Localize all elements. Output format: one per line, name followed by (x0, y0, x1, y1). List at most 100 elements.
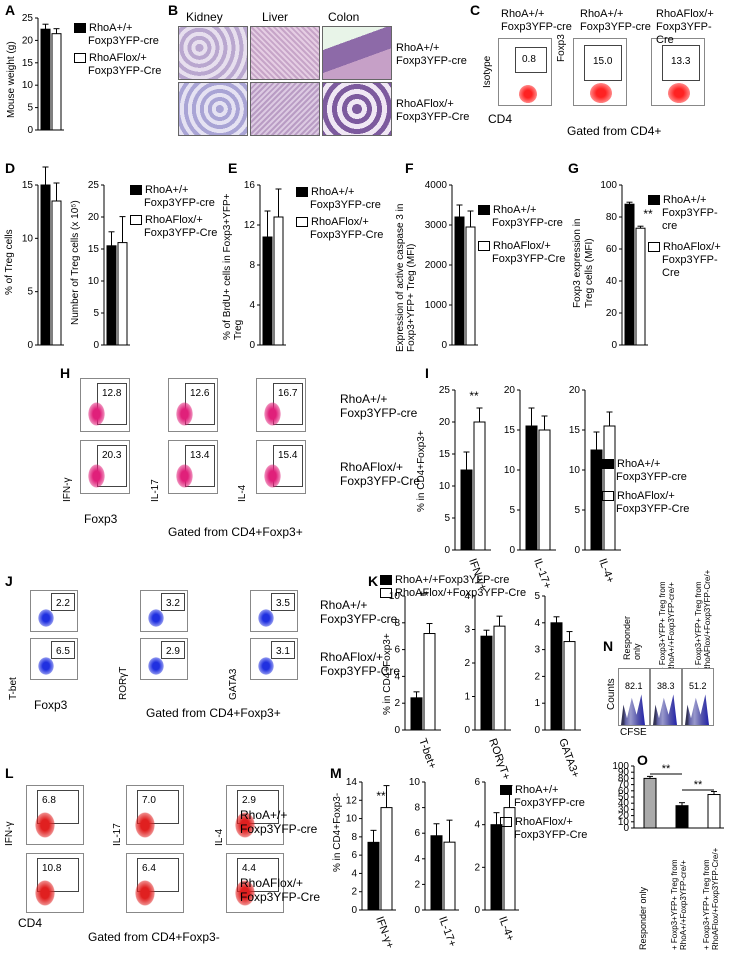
panel-h-xlabel: Foxp3 (84, 512, 118, 526)
y-tick-label: 2 (474, 862, 480, 873)
liver-ko-image (250, 82, 320, 136)
chart-i: 0510152025IFN-γ+05101520IL-17+05101520IL… (439, 385, 621, 592)
significance-mark: ** (694, 779, 703, 791)
chart-f: 0 1000 2000 3000 4000 (425, 180, 478, 351)
bar (525, 425, 538, 551)
y-tick-label: 20 (22, 35, 34, 46)
panel-o-cat-2: + Foxp3+YFP+ Treg from RhoA+/+Foxp3YFP-c… (670, 859, 688, 950)
y-tick-label: 0 (623, 823, 629, 834)
y-tick-label: 3 (534, 645, 540, 656)
gate-value: 20.3 (102, 450, 122, 461)
category-label: RORγT+ (486, 737, 512, 782)
bar (443, 841, 456, 911)
y-tick-label: 4 (534, 618, 540, 629)
panel-j-xlabel: Foxp3 (34, 698, 68, 712)
panel-label-k: K (368, 573, 379, 589)
gate: 6.4 (137, 858, 179, 892)
panel-label-b: B (168, 2, 179, 18)
gate-value: 15.4 (278, 450, 298, 461)
y-tick-label: 0 (509, 545, 515, 556)
y-tick-label: 2 (394, 698, 400, 709)
gate-c-1: 0.8 (515, 47, 547, 73)
significance-mark: ** (376, 789, 386, 803)
panel-label-i: I (425, 365, 429, 381)
cell-cluster (519, 85, 537, 103)
bar (51, 200, 62, 346)
panel-o-cat-3: + Foxp3+YFP+ Treg from RhoAFlox/+Foxp3YF… (702, 847, 720, 950)
chart-k: 0 2 4 6 8 10 T-bet+ 0 1 2 3 4 RORγT+ 0 1 2 3 4 5 GATA3+ ** (389, 589, 582, 782)
flow-plot: 6.4 (126, 853, 184, 913)
bar (538, 429, 551, 551)
panel-f-ylabel: Expression of active caspase 3 in Foxp3+… (395, 203, 417, 352)
gate-value: 38.3 (657, 681, 675, 691)
flow-plot: 6.5 (30, 638, 78, 680)
bar (117, 242, 128, 346)
y-tick-label: 40 (606, 276, 618, 287)
y-tick-label: 10 (618, 817, 630, 828)
gate: 3.1 (271, 641, 295, 659)
bar (480, 635, 493, 731)
cell-cluster (668, 83, 690, 103)
panel-m-ylabel: % in CD4+Foxp3- (332, 792, 343, 872)
y-tick-label: 3 (464, 625, 470, 636)
histogram-peak (621, 694, 645, 725)
y-tick-label: 2 (414, 879, 420, 890)
panel-c-gated: Gated from CD4+ (567, 124, 662, 138)
y-tick-label: 0 (27, 340, 33, 351)
panel-n-ylabel: Counts (606, 678, 617, 710)
legend-d: RhoA+/+ Foxp3YFP-cre RhoAFlox/+ Foxp3YFP… (130, 184, 217, 240)
panel-l-ylabel3: IL-4 (214, 828, 225, 846)
y-tick-label: 0 (611, 340, 617, 351)
flow-plot: 3.2 (140, 590, 188, 632)
flow-plot: 2.2 (30, 590, 78, 632)
legend-swatch-ko (74, 53, 86, 64)
panel-label-e: E (228, 160, 238, 176)
y-tick-label: 1 (534, 698, 540, 709)
flow-plot: 7.0 (126, 785, 184, 845)
flow-plot: 20.3 (80, 440, 130, 494)
category-label: IL-4+ (496, 915, 516, 943)
panel-c-ylabel-foxp3: Foxp3 (556, 34, 567, 62)
y-tick-label: 20 (618, 811, 630, 822)
bar (707, 794, 721, 829)
bar (465, 226, 476, 346)
y-tick-label: 60 (618, 786, 630, 797)
y-tick-label: 2 (351, 887, 357, 898)
panel-label-n: N (603, 638, 614, 654)
panel-j-ylabel3: GATA3 (228, 668, 239, 700)
y-tick-label: 4 (249, 300, 255, 311)
y-tick-label: 5 (93, 308, 99, 319)
category-label: IL-17+ (436, 915, 458, 949)
y-tick-label: 5 (574, 505, 580, 516)
panel-label-j: J (5, 573, 13, 589)
gate: 6.5 (51, 641, 75, 659)
y-tick-label: 20 (606, 308, 618, 319)
y-tick-label: 30 (618, 804, 630, 815)
bar (590, 449, 603, 551)
flow-plot: 6.8 (26, 785, 84, 845)
cell-cluster (257, 609, 274, 627)
legend-ko: RhoAFlox/+ (89, 52, 147, 64)
gate-value: 82.1 (625, 681, 643, 691)
colon-wt-image (322, 26, 392, 80)
bar (454, 216, 465, 346)
y-tick-label: 8 (351, 832, 357, 843)
gate-value: 6.5 (56, 646, 70, 657)
significance-mark: ** (469, 389, 479, 403)
y-tick-label: 6 (351, 850, 357, 861)
bar (410, 697, 423, 731)
panel-n-title-3: + Foxp3+YFP+ Treg from RhoAFlox/+Foxp3YF… (694, 569, 712, 672)
tissue-colon: Colon (328, 10, 360, 24)
y-tick-label: 12 (346, 795, 358, 806)
cell-cluster (235, 812, 255, 839)
panel-c-legend-wt: RhoA+/+ Foxp3YFP-cre (501, 8, 572, 33)
category-label: IL-4+ (596, 557, 616, 585)
gate-c-3: 13.3 (662, 45, 700, 81)
chart-d1: 0 5 10 15 (22, 166, 64, 351)
chart-e: 0 4 8 12 16 (244, 180, 286, 351)
y-tick-label: 5 (27, 287, 33, 298)
panel-h-ylabel3: IL-4 (237, 484, 248, 502)
y-tick-label: 15 (88, 244, 100, 255)
y-tick-label: 10 (88, 276, 100, 287)
gate: 2.9 (161, 641, 185, 659)
